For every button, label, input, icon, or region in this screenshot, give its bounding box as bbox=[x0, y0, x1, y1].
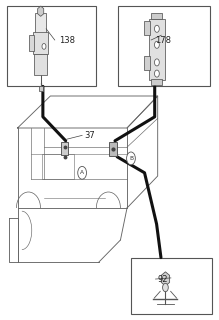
Bar bbox=[144, 56, 150, 70]
Text: 178: 178 bbox=[155, 36, 171, 44]
Circle shape bbox=[154, 25, 159, 32]
Bar bbox=[131, 258, 212, 314]
Circle shape bbox=[154, 59, 159, 66]
Text: 37: 37 bbox=[84, 131, 95, 140]
Circle shape bbox=[154, 41, 159, 48]
Text: B: B bbox=[129, 156, 133, 161]
Circle shape bbox=[127, 152, 135, 165]
Bar bbox=[61, 142, 68, 155]
Bar bbox=[42, 154, 74, 179]
FancyArrowPatch shape bbox=[171, 291, 177, 298]
Bar bbox=[118, 6, 210, 86]
Text: 92: 92 bbox=[158, 275, 168, 284]
FancyArrowPatch shape bbox=[154, 291, 160, 298]
Bar bbox=[34, 54, 47, 75]
Circle shape bbox=[78, 166, 87, 179]
Bar bbox=[29, 35, 34, 51]
Bar bbox=[35, 13, 46, 35]
Bar bbox=[33, 32, 48, 54]
Circle shape bbox=[154, 70, 159, 77]
Bar bbox=[151, 13, 162, 19]
Bar bbox=[151, 79, 162, 85]
Bar bbox=[7, 6, 96, 86]
Circle shape bbox=[162, 284, 168, 292]
Bar bbox=[149, 19, 164, 80]
Circle shape bbox=[42, 44, 46, 49]
Bar bbox=[109, 142, 117, 156]
Bar bbox=[39, 86, 43, 91]
Text: 138: 138 bbox=[59, 36, 75, 44]
Text: A: A bbox=[80, 170, 84, 175]
Bar bbox=[144, 21, 150, 35]
